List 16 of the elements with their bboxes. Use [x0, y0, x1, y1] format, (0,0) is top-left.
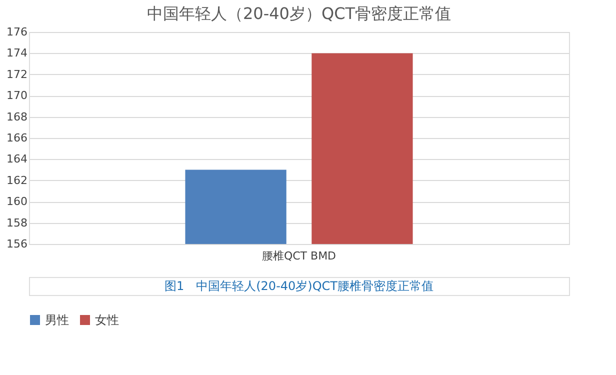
y-tick-label: 162: [6, 174, 28, 187]
legend-label: 男性: [45, 313, 69, 327]
y-tick-label: 158: [6, 216, 28, 230]
y-tick-label: 166: [6, 132, 28, 144]
y-tick-label: 170: [6, 89, 28, 102]
y-tick-label: 176: [6, 26, 28, 38]
legend-label: 女性: [95, 313, 119, 327]
y-tick-label: 156: [6, 238, 28, 250]
y-tick-label: 160: [6, 195, 28, 208]
chart-title: 中国年轻人（20-40岁）QCT骨密度正常值: [146, 4, 452, 23]
caption: 图1 中国年轻人(20-40岁)QCT腰椎骨密度正常值: [164, 279, 434, 293]
y-tick-label: 164: [6, 152, 28, 166]
y-tick-label: 174: [6, 46, 28, 60]
y-tick-label: 168: [6, 110, 28, 124]
y-tick-label: 172: [6, 68, 28, 81]
x-tick-label: 腰椎QCT BMD: [262, 250, 336, 262]
